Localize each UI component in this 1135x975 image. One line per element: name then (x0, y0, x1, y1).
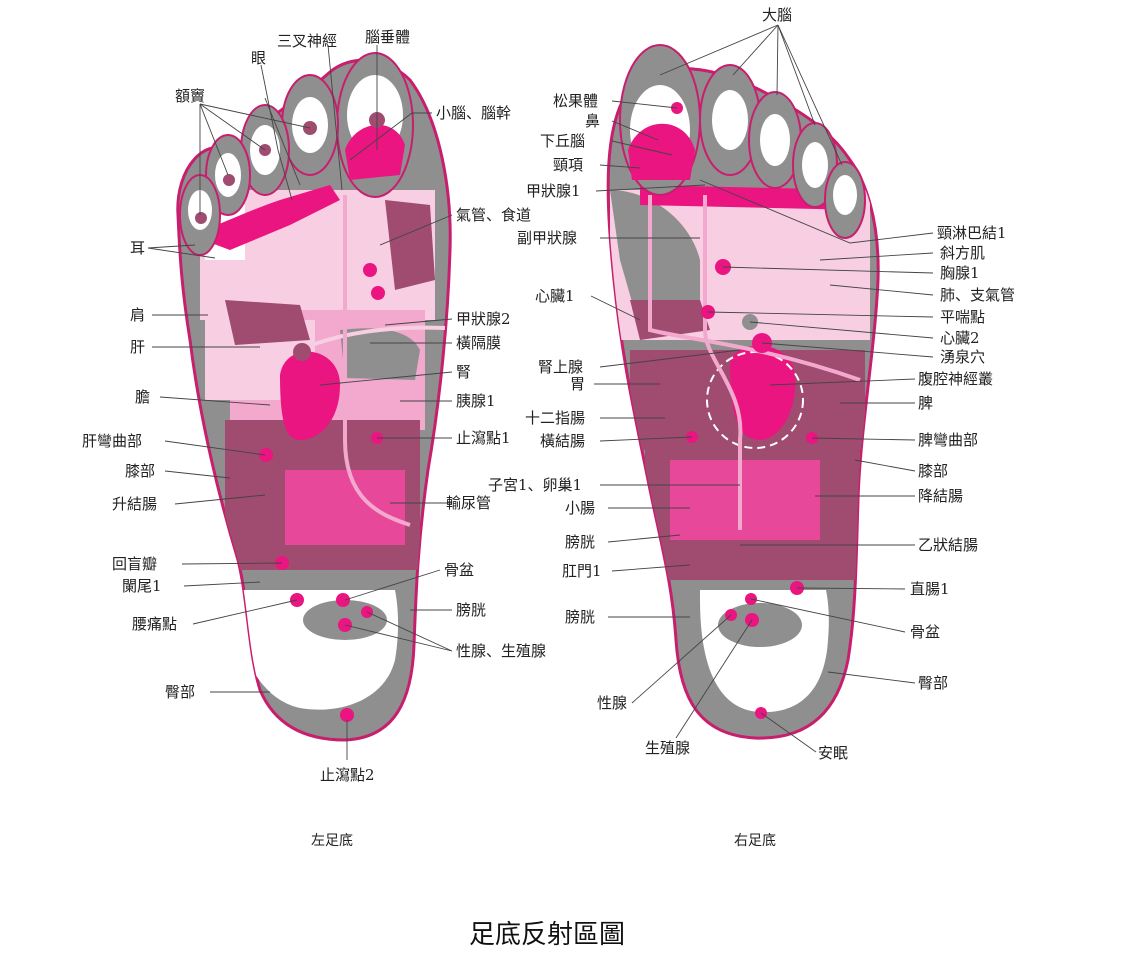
left-small-intestine-zone (285, 470, 405, 545)
label-celiac-plexus: 腹腔神經叢 (918, 370, 993, 388)
left-neck-band (190, 185, 340, 250)
label-coccyx: 闌尾1 (122, 577, 162, 595)
right-pelvis-zone (718, 603, 802, 647)
right-liver-zone (610, 190, 700, 330)
label-pituitary: 腦垂體 (365, 28, 410, 46)
right-small-intestine-zone (670, 460, 820, 540)
label-gallbladder: 膽 (135, 388, 150, 406)
label-bladder-left: 膀胱 (456, 601, 486, 619)
label-sigmoid: 乙狀結腸 (918, 536, 978, 554)
label-trachea: 氣管、食道 (456, 206, 531, 224)
left-labels: 眼 三叉神經 腦垂體 額竇 小腦、腦幹 耳 氣管、食道 肩 甲狀腺2 肝 橫隔膜… (82, 28, 546, 784)
right-ureter-line (703, 195, 743, 530)
label-pelvis-right: 骨盆 (910, 623, 940, 641)
right-toes (619, 44, 866, 239)
label-descending-colon: 降結腸 (918, 487, 963, 505)
label-rectum: 直腸1 (910, 580, 950, 598)
left-diaphragm-line (228, 325, 446, 397)
right-kidney-zone (730, 345, 796, 440)
label-adrenal: 腎上腺 (538, 358, 583, 376)
right-foot (606, 44, 880, 740)
right-foot-caption: 右足底 (734, 833, 776, 849)
label-bladder-upper: 膀胱 (565, 533, 595, 551)
label-kidney: 腎 (456, 363, 471, 381)
label-ear: 耳 (130, 239, 145, 257)
label-brain: 大腦 (762, 6, 792, 24)
label-cervical-lymph: 頸淋巴結1 (937, 224, 1007, 242)
left-kidney-zone (280, 351, 340, 440)
label-reproductive: 生殖腺 (645, 739, 690, 757)
left-heart-zone (385, 200, 435, 290)
label-shoulder: 肩 (130, 306, 145, 324)
label-hypothalamus: 下丘腦 (540, 132, 585, 150)
left-liver-block (225, 300, 310, 345)
label-gonads-right: 性腺 (597, 694, 627, 712)
label-nose: 鼻 (585, 112, 600, 130)
label-bladder-lower: 膀胱 (565, 608, 595, 626)
label-uterus: 子宮1、卵巢1 (488, 476, 582, 494)
label-heart1: 心臟1 (535, 287, 575, 305)
label-buttocks-left: 臀部 (165, 683, 195, 701)
label-pelvis-left: 骨盆 (444, 561, 474, 579)
leader-lines (147, 24, 934, 760)
label-ileocecal: 回盲瓣 (112, 555, 157, 573)
label-duodenum: 十二指腸 (525, 409, 585, 427)
label-liver: 肝 (130, 338, 145, 356)
label-diarrhea2: 止瀉點2 (320, 766, 375, 784)
label-trigeminal: 三叉神經 (277, 32, 337, 50)
left-foot-caption: 左足底 (311, 833, 353, 849)
label-hepatic-flexure: 肝彎曲部 (82, 432, 142, 450)
label-eyes: 眼 (251, 49, 266, 67)
label-neck: 頸項 (553, 156, 583, 174)
label-pineal: 松果體 (553, 92, 598, 110)
label-parathyroid: 副甲狀腺 (517, 229, 577, 247)
label-small-intestine: 小腸 (565, 499, 595, 517)
label-diarrhea1: 止瀉點1 (456, 429, 511, 447)
label-yongquan: 湧泉穴 (940, 348, 985, 366)
label-sinus: 額竇 (175, 87, 205, 105)
label-trapezius: 斜方肌 (940, 244, 985, 262)
left-foot (176, 52, 452, 742)
label-pancreas: 胰腺1 (456, 392, 496, 410)
label-backache: 腰痛點 (132, 615, 177, 633)
right-diaphragm-line (648, 195, 861, 382)
label-splenic-flexure: 脾彎曲部 (918, 431, 978, 449)
label-transverse-colon: 橫結腸 (540, 432, 585, 450)
label-knee-left: 膝部 (125, 462, 155, 480)
label-asthma: 平喘點 (940, 308, 985, 326)
label-ascending-colon: 升結腸 (112, 495, 157, 513)
label-ureter: 輸尿管 (446, 494, 491, 512)
label-diaphragm: 橫隔膜 (456, 334, 501, 352)
label-cerebellum: 小腦、腦幹 (436, 104, 511, 122)
diagram-title: 足底反射區圖 (469, 920, 625, 950)
left-stomach-zone (340, 328, 420, 380)
label-lung: 肺、支氣管 (940, 286, 1015, 304)
left-ureter-line (343, 195, 411, 527)
label-spleen: 脾 (918, 394, 933, 412)
label-thyroid2: 甲狀腺2 (456, 310, 511, 328)
label-anus: 肛門1 (562, 562, 602, 580)
label-thyroid1: 甲狀腺1 (526, 182, 581, 200)
label-heart2: 心臟2 (940, 329, 980, 347)
label-knee-right: 膝部 (918, 462, 948, 480)
right-labels: 大腦 松果體 鼻 下丘腦 頸項 甲狀腺1 頸淋巴結1 斜方肌 副甲狀腺 胸腺1 … (488, 6, 1015, 762)
label-stomach: 胃 (570, 375, 585, 393)
label-thymus: 胸腺1 (940, 264, 980, 282)
label-gonads-left: 性腺、生殖腺 (456, 642, 546, 660)
label-buttocks-right: 臀部 (918, 674, 948, 692)
label-insomnia: 安眠 (818, 744, 848, 762)
